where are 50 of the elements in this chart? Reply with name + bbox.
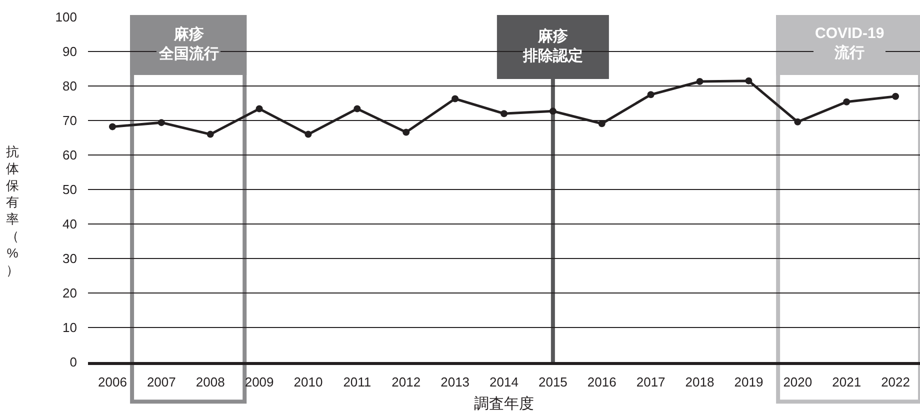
x-tick-label: 2006 [98, 374, 127, 390]
point [843, 98, 850, 106]
x-tick-label: 2017 [636, 374, 666, 390]
y-tick-label: 30 [62, 251, 77, 266]
y-tick-label: 100 [55, 10, 77, 25]
y-tick-label: 80 [62, 78, 77, 94]
x-tick-label: 2022 [881, 374, 910, 390]
point [304, 130, 312, 138]
point [647, 91, 654, 98]
y-tick-label: 50 [62, 182, 77, 198]
y-tick-label: 0 [70, 354, 77, 370]
band-label: COVID-19 流行 [815, 25, 884, 62]
x-tick-label: 2012 [392, 374, 421, 390]
point [452, 95, 459, 102]
band-label: 麻疹全国流行 [158, 25, 219, 62]
x-tick-label: 2019 [734, 374, 764, 390]
point [158, 119, 165, 126]
point [696, 78, 704, 86]
y-tick-label: 90 [62, 44, 77, 60]
x-tick-label: 2011 [343, 374, 372, 390]
point [794, 118, 802, 126]
x-tick-label: 2008 [196, 374, 225, 390]
x-tick-label: 2018 [685, 374, 714, 390]
point [892, 92, 900, 100]
ref-line-label: 麻疹排除認定 [522, 27, 583, 64]
x-tick-label: 2020 [783, 374, 812, 390]
point [549, 108, 556, 115]
x-axis-title: 調査年度 [474, 395, 534, 412]
x-tick-label: 2007 [146, 374, 176, 390]
x-tick-label: 2016 [587, 374, 616, 390]
point [745, 77, 752, 84]
x-tick-label: 2015 [538, 374, 568, 390]
x-tick-label: 2013 [440, 374, 470, 390]
x-tick-label: 2014 [490, 374, 518, 390]
point [206, 130, 214, 138]
y-tick-label: 60 [62, 148, 77, 163]
point [500, 110, 508, 118]
x-tick-label: 2009 [244, 374, 274, 390]
y-tick-label: 70 [62, 113, 77, 128]
point [256, 105, 263, 112]
point [402, 128, 410, 136]
y-tick-label: 40 [62, 216, 77, 232]
y-tick-label: 20 [62, 286, 77, 301]
point [108, 123, 116, 130]
x-tick-label: 2021 [832, 374, 862, 390]
y-axis-title: 抗体保有率（%） [6, 144, 19, 278]
x-tick-label: 2010 [294, 374, 323, 390]
y-tick-label: 10 [62, 320, 77, 336]
point [598, 120, 606, 128]
point [354, 105, 361, 112]
